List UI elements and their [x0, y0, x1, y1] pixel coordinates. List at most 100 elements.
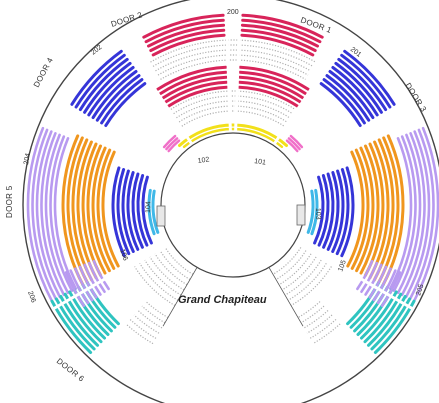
section-203-lavender-row-2[interactable]	[396, 133, 422, 295]
section-203-lavender-row-4[interactable]	[404, 130, 431, 299]
section-200-upper-b-row-0[interactable]	[240, 33, 315, 57]
section-203-orange-row-2[interactable]	[355, 146, 375, 273]
section-101-pink-row-1[interactable]	[287, 137, 301, 151]
section-201-blue-row-1[interactable]	[322, 78, 366, 125]
section-105-grey-row-3[interactable]	[281, 256, 317, 291]
section-106-grey-row-3[interactable]	[149, 256, 185, 291]
section-201-blue-row-5[interactable]	[334, 61, 383, 114]
section-206-lavender-row-3[interactable]	[78, 265, 98, 299]
section-200-grey-row-4[interactable]	[150, 39, 316, 63]
section-204-orange-row-1[interactable]	[96, 148, 116, 270]
section-200-grey-row-0[interactable]	[160, 59, 306, 80]
section-205-grey-row-5[interactable]	[312, 323, 341, 345]
section-205-teal-row-5[interactable]	[363, 292, 403, 344]
section-104-blue-row-2[interactable]	[131, 172, 144, 249]
section-206-lavender-row-4[interactable]	[74, 267, 94, 302]
section-106-grey-row-0[interactable]	[164, 247, 194, 275]
section-200-middle-b-row-2[interactable]	[238, 75, 305, 100]
section-103-blue-row-6[interactable]	[340, 166, 355, 258]
section-204-lavender-row-6[interactable]	[26, 126, 54, 303]
section-103-blue-row-0[interactable]	[313, 175, 325, 245]
section-200-middle-b-row-3[interactable]	[238, 70, 307, 95]
section-204-lavender-row-0[interactable]	[53, 137, 78, 290]
section-204-orange-row-0[interactable]	[101, 150, 120, 268]
section-203-lavender-row-3[interactable]	[400, 132, 426, 297]
section-205-teal-row-8[interactable]	[373, 299, 416, 354]
section-103-blue-row-4[interactable]	[331, 169, 345, 253]
section-204-lavender-row-3[interactable]	[40, 132, 66, 297]
section-105-grey-row-1[interactable]	[275, 250, 307, 281]
section-203-lavender-row-6[interactable]	[412, 126, 439, 303]
section-200-middle-row-1[interactable]	[164, 80, 229, 104]
section-202-blue-row-0[interactable]	[104, 82, 147, 127]
section-200-middle-row-3[interactable]	[159, 70, 228, 95]
section-100-grey-row-0[interactable]	[181, 110, 285, 127]
section-106-grey-row-5[interactable]	[139, 262, 179, 301]
section-200-middle-b-row-4[interactable]	[238, 65, 310, 91]
section-103-blue-row-3[interactable]	[326, 171, 340, 251]
section-103-blue-row-1[interactable]	[317, 174, 330, 247]
section-206-grey-row-2[interactable]	[137, 310, 163, 329]
section-201-blue-row-2[interactable]	[325, 74, 371, 122]
section-102-pink-row-1[interactable]	[165, 137, 179, 151]
section-202-blue-row-8[interactable]	[70, 49, 123, 106]
section-206-lavender-row-1[interactable]	[88, 261, 106, 293]
section-106-grey-row-2[interactable]	[154, 253, 188, 286]
section-206-grey-row-4[interactable]	[129, 318, 157, 339]
section-200-grey-row-3[interactable]	[152, 44, 314, 67]
section-205-grey-row-1[interactable]	[300, 305, 325, 324]
section-103-cyan-row-0[interactable]	[306, 189, 315, 234]
section-200-upper-b-row-1[interactable]	[240, 28, 317, 52]
section-206-teal-row-8[interactable]	[50, 299, 93, 354]
section-204-orange-row-2[interactable]	[91, 146, 111, 273]
section-202-blue-row-6[interactable]	[78, 57, 129, 112]
section-203-orange-row-1[interactable]	[350, 148, 370, 270]
section-203-lavender-row-0[interactable]	[388, 137, 413, 290]
section-200-middle-b-row-0[interactable]	[237, 85, 299, 108]
section-200-grey-row-1[interactable]	[157, 54, 309, 76]
section-205-grey-row-0[interactable]	[297, 301, 321, 319]
section-104-blue-row-6[interactable]	[111, 166, 126, 258]
section-202-blue-row-7[interactable]	[74, 53, 126, 109]
section-105-grey-row-2[interactable]	[278, 253, 312, 286]
section-206-grey-row-0[interactable]	[145, 301, 169, 319]
section-100-grey-row-3[interactable]	[173, 95, 293, 115]
section-206-teal-row-4[interactable]	[68, 290, 106, 340]
section-206-lavender-row-2[interactable]	[83, 263, 102, 296]
section-103-blue-row-2[interactable]	[322, 172, 335, 249]
section-102-pink-row-0[interactable]	[167, 139, 181, 153]
section-200-upper-b-row-3[interactable]	[241, 18, 322, 44]
section-202-blue-row-2[interactable]	[95, 74, 141, 122]
section-201-blue-row-7[interactable]	[340, 53, 392, 109]
section-201-blue-row-0[interactable]	[319, 82, 362, 127]
section-104-cyan-row-1[interactable]	[147, 188, 156, 236]
section-204-lavender-row-1[interactable]	[49, 135, 74, 292]
section-101-pink-row-0[interactable]	[285, 139, 299, 153]
section-205-grey-row-3[interactable]	[306, 314, 333, 334]
section-206-lavender-row-6[interactable]	[64, 271, 86, 307]
section-202-blue-row-1[interactable]	[100, 78, 144, 125]
section-200-grey-row-2[interactable]	[155, 49, 311, 72]
section-201-blue-row-8[interactable]	[343, 49, 396, 106]
section-103-blue-row-5[interactable]	[335, 168, 350, 256]
section-206-grey-row-5[interactable]	[125, 323, 154, 345]
section-200-upper-b-row-2[interactable]	[240, 23, 319, 48]
section-200-upper-row-0[interactable]	[151, 33, 226, 57]
section-203-lavender-row-5[interactable]	[408, 128, 435, 301]
section-100-grey-row-1[interactable]	[178, 105, 288, 123]
section-200-middle-b-row-1[interactable]	[237, 80, 302, 104]
section-203-lavender-row-1[interactable]	[392, 135, 417, 292]
section-205-lavender-row-3[interactable]	[368, 265, 388, 299]
section-202-blue-row-5[interactable]	[83, 61, 132, 114]
section-200-upper-row-2[interactable]	[147, 23, 226, 48]
section-205-teal-row-6[interactable]	[367, 295, 407, 347]
section-201-blue-row-3[interactable]	[328, 70, 375, 120]
section-205-lavender-row-4[interactable]	[372, 267, 392, 302]
section-105-grey-row-5[interactable]	[287, 262, 327, 301]
section-206-grey-row-3[interactable]	[133, 314, 160, 334]
section-206-teal-row-5[interactable]	[63, 292, 103, 344]
section-206-lavender-row-0[interactable]	[92, 259, 110, 291]
section-204-orange-row-3[interactable]	[86, 144, 107, 275]
section-106-grey-row-1[interactable]	[159, 250, 191, 281]
section-103-cyan-row-1[interactable]	[310, 188, 319, 236]
